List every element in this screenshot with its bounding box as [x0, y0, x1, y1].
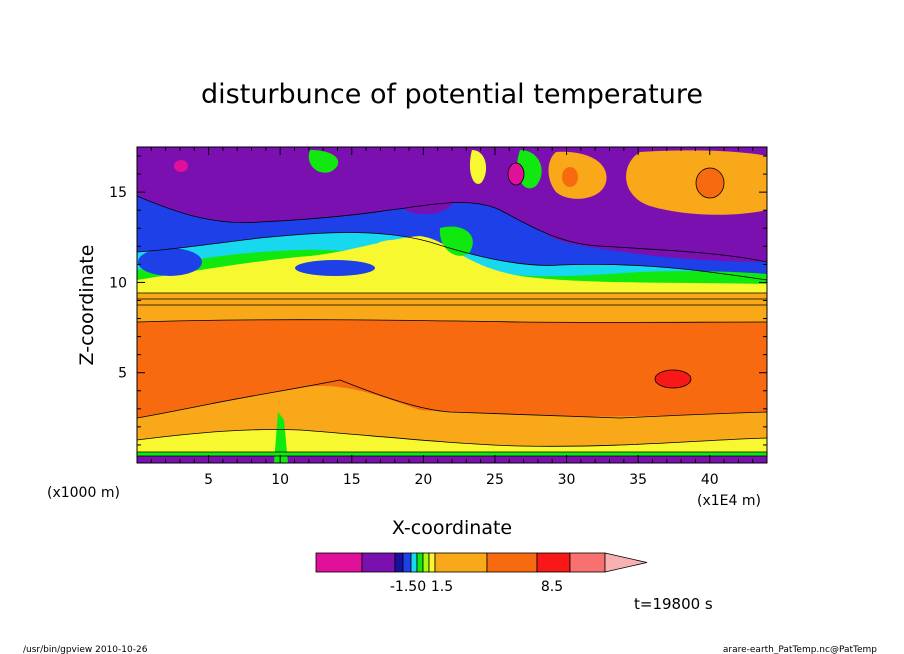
colorbar-segment [569, 552, 606, 573]
colorbar-label-3: 8.5 [541, 579, 563, 595]
x-tick-label: 30 [558, 472, 576, 488]
x-tick-label: 20 [414, 472, 432, 488]
blob-yellow-upper-mid [469, 150, 487, 184]
colorbar-segment [486, 552, 538, 573]
max-magenta-left [174, 160, 188, 172]
x-tick-label: 25 [486, 472, 504, 488]
colorbar-segment [536, 552, 571, 573]
max-orange-red-upper-mid [562, 167, 578, 187]
time-label: t=19800 s [634, 595, 713, 613]
colorbar-label-2: 1.5 [431, 579, 453, 595]
footer-right: arare-earth_PatTemp.nc@PatTemp [723, 645, 877, 654]
x-tick-label: 15 [343, 472, 361, 488]
colorbar-segment [422, 552, 430, 573]
colorbar-segment [434, 552, 488, 573]
max-magenta-upper [508, 163, 524, 185]
colorbar-segment [410, 552, 418, 573]
colorbar-label-1: -1.50 [390, 579, 426, 595]
blob-green-mid [439, 226, 473, 256]
colorbar-segment [394, 552, 404, 573]
contour-field [137, 147, 767, 463]
blob-green-upper-1 [308, 150, 339, 173]
colorbar [315, 552, 648, 573]
y-tick-label: 10 [109, 275, 127, 291]
blob-purple-right [540, 214, 767, 262]
x-tick-label: 10 [271, 472, 289, 488]
x-axis-label: X-coordinate [392, 517, 512, 539]
colorbar-segment [315, 552, 363, 573]
axis-ticks: 5 10 15 20 25 30 35 40 5 10 15 [109, 147, 767, 488]
x-tick-label: 5 [204, 472, 213, 488]
colorbar-segment [428, 552, 436, 573]
blob-yellow-mid [374, 240, 425, 275]
blob-purple-left [157, 149, 321, 216]
colorbar-arrow [604, 552, 648, 573]
footer-left: /usr/bin/gpview 2010-10-26 [23, 645, 148, 654]
max-orange-red-upper-right [696, 168, 724, 198]
y-tick-label: 5 [118, 366, 127, 382]
colorbar-segment [361, 552, 396, 573]
band-core-orange-red [137, 319, 767, 418]
x-unit-left: (x1000 m) [47, 485, 120, 501]
blob-purple-mid [395, 151, 459, 215]
x-tick-label: 35 [629, 472, 647, 488]
colorbar-segment [416, 552, 424, 573]
max-red-core [655, 370, 691, 388]
colorbar-segment [402, 552, 412, 573]
chart-title: disturbunce of potential temperature [201, 79, 703, 110]
x-unit-right: (x1E4 m) [697, 493, 761, 509]
band-upper-yellow [137, 236, 767, 296]
y-tick-label: 15 [109, 185, 127, 201]
blob-blue-mid-left [138, 248, 202, 276]
spike-green [274, 412, 288, 463]
x-tick-label: 40 [701, 472, 719, 488]
blob-blue-mid [295, 260, 375, 276]
y-axis-label: Z-coordinate [76, 245, 98, 366]
